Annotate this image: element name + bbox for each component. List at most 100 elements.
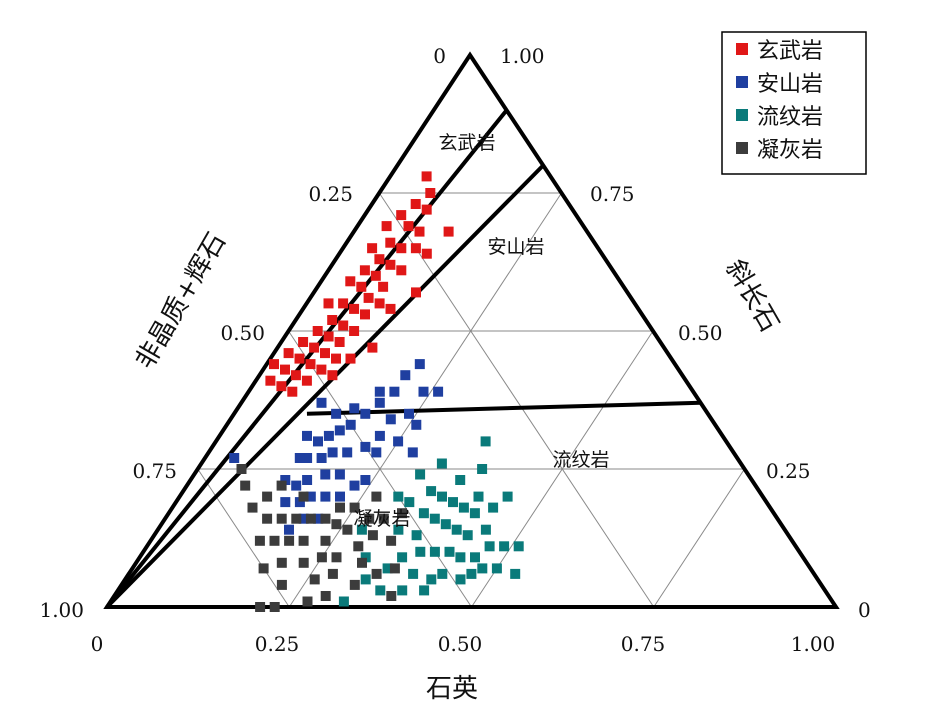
point-3-15 bbox=[298, 557, 309, 568]
point-1-29 bbox=[411, 419, 422, 430]
point-1-5 bbox=[334, 425, 345, 436]
point-2-42 bbox=[419, 585, 430, 596]
point-2-3 bbox=[429, 546, 440, 557]
point-1-16 bbox=[302, 475, 313, 485]
point-1-30 bbox=[349, 480, 360, 491]
point-1-6 bbox=[323, 430, 334, 441]
point-0-35 bbox=[331, 353, 341, 364]
point-0-6 bbox=[414, 226, 425, 237]
point-2-21 bbox=[415, 469, 426, 480]
point-3-5 bbox=[320, 535, 331, 546]
point-2-37 bbox=[466, 568, 477, 579]
tick-right-100: 1.00 bbox=[500, 44, 545, 68]
tick-right-025: 0.25 bbox=[766, 459, 811, 483]
point-3-2 bbox=[349, 502, 360, 513]
point-0-39 bbox=[316, 364, 327, 375]
boundary-line-0 bbox=[105, 108, 509, 609]
point-1-11 bbox=[385, 414, 396, 425]
region-label-rhyolite: 流纹岩 bbox=[552, 449, 609, 471]
tick-left-025: 0.25 bbox=[308, 182, 353, 206]
point-2-28 bbox=[473, 491, 484, 502]
point-3-43 bbox=[298, 491, 309, 502]
point-0-52 bbox=[345, 353, 356, 364]
point-1-28 bbox=[414, 359, 425, 370]
point-3-38 bbox=[371, 491, 382, 502]
point-3-40 bbox=[276, 480, 287, 491]
point-3-16 bbox=[309, 574, 320, 585]
point-1-17 bbox=[305, 491, 316, 502]
axis-title-bottom: 石英 bbox=[426, 674, 478, 704]
point-2-35 bbox=[393, 491, 404, 502]
point-0-29 bbox=[312, 326, 323, 336]
point-1-22 bbox=[335, 491, 345, 502]
point-3-34 bbox=[255, 602, 266, 612]
point-2-38 bbox=[510, 568, 521, 579]
point-0-18 bbox=[345, 276, 356, 287]
point-0-26 bbox=[327, 315, 338, 325]
point-3-8 bbox=[367, 530, 378, 541]
point-1-1 bbox=[389, 386, 400, 397]
point-0-47 bbox=[443, 226, 454, 237]
point-2-10 bbox=[462, 530, 473, 541]
point-3-42 bbox=[397, 508, 407, 519]
point-3-22 bbox=[262, 513, 273, 524]
point-2-27 bbox=[491, 563, 502, 574]
point-1-21 bbox=[320, 491, 331, 502]
point-3-3 bbox=[335, 502, 345, 513]
point-1-40 bbox=[302, 430, 312, 441]
point-2-31 bbox=[436, 458, 447, 469]
point-2-13 bbox=[437, 491, 447, 502]
tick-left-0: 0 bbox=[433, 44, 446, 68]
point-0-7 bbox=[381, 221, 392, 232]
point-0-53 bbox=[327, 370, 338, 381]
point-0-12 bbox=[374, 254, 385, 265]
legend-swatch-basalt bbox=[736, 43, 748, 55]
point-2-1 bbox=[411, 530, 422, 541]
point-0-32 bbox=[298, 337, 309, 347]
point-2-41 bbox=[360, 574, 371, 585]
point-0-22 bbox=[338, 298, 349, 309]
point-3-29 bbox=[262, 491, 273, 502]
point-1-13 bbox=[320, 469, 331, 480]
point-1-8 bbox=[342, 447, 353, 458]
point-3-20 bbox=[269, 535, 280, 546]
point-2-14 bbox=[448, 497, 458, 508]
point-2-47 bbox=[356, 524, 367, 535]
point-2-8 bbox=[440, 519, 451, 530]
point-1-25 bbox=[371, 447, 382, 458]
point-0-34 bbox=[320, 348, 330, 359]
series-1 bbox=[229, 359, 444, 535]
point-1-34 bbox=[433, 386, 444, 397]
point-3-25 bbox=[320, 591, 331, 601]
point-0-51 bbox=[367, 342, 378, 353]
point-2-34 bbox=[513, 541, 524, 552]
point-2-43 bbox=[397, 585, 408, 596]
point-1-44 bbox=[229, 453, 240, 463]
point-3-23 bbox=[276, 579, 287, 590]
tick-right-050: 0.50 bbox=[678, 321, 723, 345]
point-3-4 bbox=[320, 513, 331, 524]
point-2-40 bbox=[375, 585, 386, 596]
point-0-23 bbox=[349, 303, 360, 314]
point-0-28 bbox=[349, 326, 360, 336]
region-label-basalt: 玄武岩 bbox=[438, 132, 495, 154]
point-2-39 bbox=[477, 464, 488, 474]
point-0-13 bbox=[385, 259, 396, 270]
point-0-33 bbox=[309, 342, 320, 353]
tick-bottom-025: 0.25 bbox=[255, 632, 300, 656]
point-3-37 bbox=[378, 513, 389, 524]
point-3-36 bbox=[240, 480, 251, 491]
point-0-40 bbox=[269, 359, 279, 370]
series-3 bbox=[236, 464, 407, 612]
legend-label-andesite: 安山岩 bbox=[757, 72, 823, 97]
point-0-5 bbox=[403, 221, 414, 232]
tick-bottom-075: 0.75 bbox=[621, 632, 666, 656]
point-2-26 bbox=[477, 563, 488, 574]
point-3-7 bbox=[353, 541, 364, 552]
point-1-26 bbox=[393, 436, 404, 447]
point-2-12 bbox=[426, 486, 437, 497]
tick-left-100: 1.00 bbox=[39, 598, 84, 622]
tick-right-075: 0.75 bbox=[590, 182, 635, 206]
point-2-30 bbox=[455, 475, 466, 485]
point-3-10 bbox=[298, 535, 309, 546]
